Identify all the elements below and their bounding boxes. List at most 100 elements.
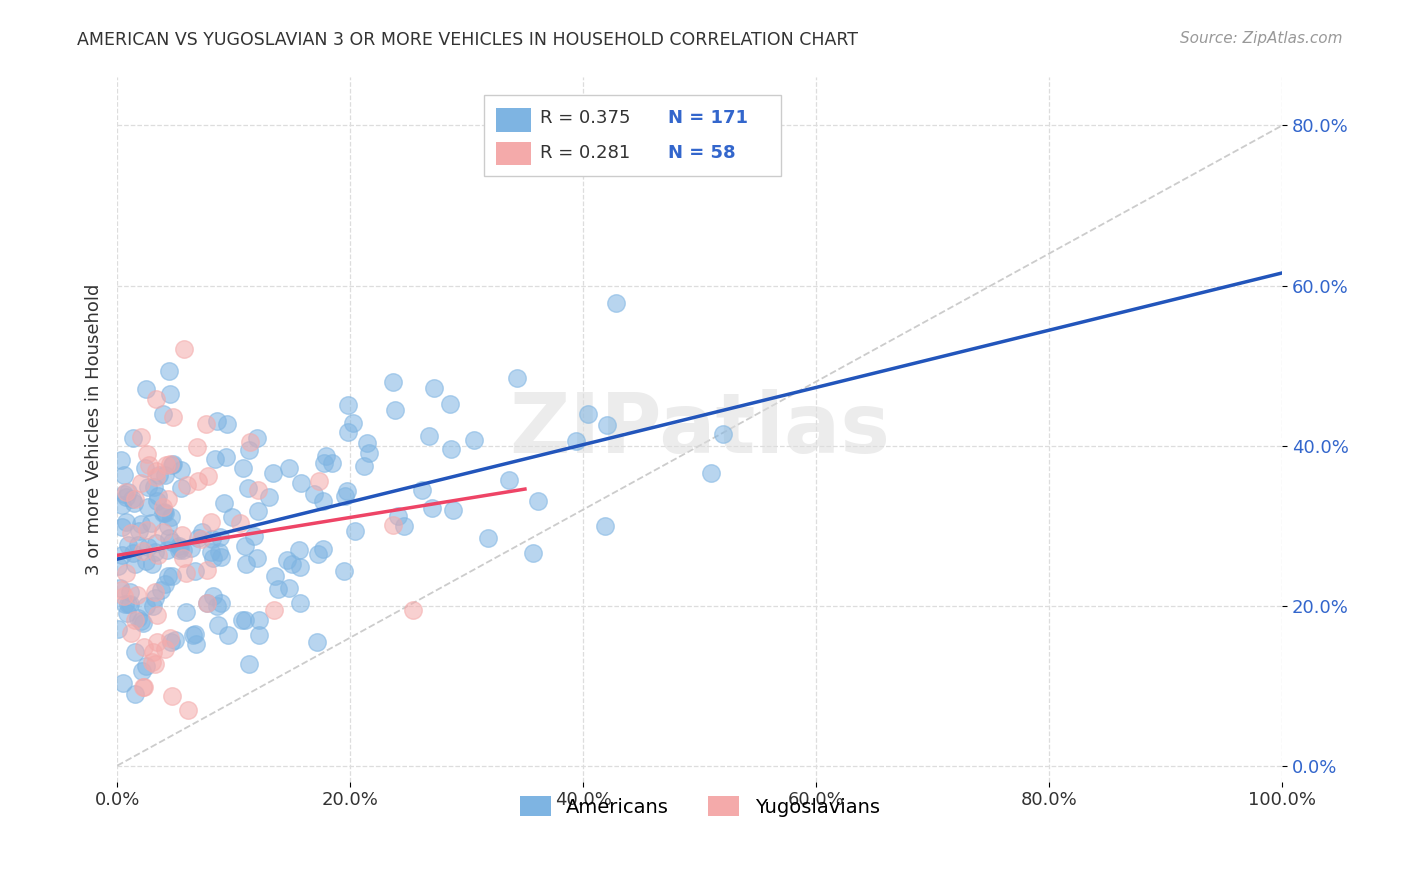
Point [146, 635, 169, 649]
Point [209, 549, 232, 564]
Point [215, 417, 238, 431]
Text: N = 171: N = 171 [668, 110, 748, 128]
Point [129, 475, 152, 490]
Point [382, 517, 405, 532]
Point [174, 605, 197, 619]
Point [142, 599, 165, 613]
Point [176, 477, 198, 491]
Point [159, 457, 181, 471]
Point [411, 483, 433, 497]
Point [134, 461, 156, 475]
Point [117, 485, 139, 500]
Point [131, 681, 153, 695]
Point [160, 534, 183, 549]
Point [238, 435, 260, 450]
Point [111, 676, 134, 690]
Point [281, 557, 304, 571]
Point [290, 475, 312, 490]
Point [132, 640, 155, 654]
Point [156, 518, 179, 533]
Point [209, 596, 232, 610]
Point [172, 543, 194, 558]
Point [146, 489, 169, 503]
Point [128, 524, 150, 538]
Point [195, 417, 218, 432]
Point [195, 596, 218, 610]
Point [184, 627, 207, 641]
Point [238, 657, 260, 671]
Point [120, 597, 142, 611]
Point [238, 443, 260, 458]
Point [122, 431, 145, 445]
Point [134, 680, 156, 694]
Point [312, 542, 335, 557]
Point [246, 550, 269, 565]
Point [110, 453, 132, 467]
Point [107, 622, 129, 636]
Point [152, 524, 174, 539]
Point [233, 539, 256, 553]
Point [162, 457, 184, 471]
Point [143, 657, 166, 672]
Point [246, 504, 269, 518]
Point [124, 496, 146, 510]
Point [278, 581, 301, 595]
Point [156, 569, 179, 583]
Point [153, 641, 176, 656]
Point [114, 515, 136, 529]
Point [246, 432, 269, 446]
Point [312, 456, 335, 470]
Point [114, 484, 136, 499]
Point [136, 480, 159, 494]
Point [312, 494, 335, 508]
Point [184, 564, 207, 578]
Point [402, 602, 425, 616]
Point [307, 547, 329, 561]
Point [145, 536, 167, 550]
Point [160, 458, 183, 472]
Point [143, 585, 166, 599]
Point [153, 577, 176, 591]
Point [135, 447, 157, 461]
Point [157, 364, 180, 378]
Point [142, 645, 165, 659]
Point [129, 614, 152, 628]
Point [308, 474, 330, 488]
Point [145, 470, 167, 484]
Point [247, 628, 270, 642]
Point [337, 425, 360, 439]
Point [288, 559, 311, 574]
Point [127, 588, 149, 602]
Point [578, 407, 600, 421]
Point [111, 520, 134, 534]
Point [181, 628, 204, 642]
Point [157, 492, 180, 507]
Text: R = 0.281: R = 0.281 [540, 144, 630, 161]
Point [336, 484, 359, 499]
Point [136, 540, 159, 554]
Point [337, 398, 360, 412]
Point [162, 410, 184, 425]
Point [321, 456, 343, 470]
Point [124, 557, 146, 571]
Point [315, 449, 337, 463]
Point [190, 532, 212, 546]
Point [138, 458, 160, 473]
Point [232, 461, 254, 475]
Point [422, 381, 444, 395]
Point [117, 598, 139, 612]
Point [131, 664, 153, 678]
Text: ZIPatlas: ZIPatlas [509, 389, 890, 470]
Text: N = 58: N = 58 [668, 144, 735, 161]
Point [605, 296, 627, 310]
Point [257, 490, 280, 504]
Point [201, 533, 224, 547]
Text: R = 0.375: R = 0.375 [540, 110, 631, 128]
Point [148, 468, 170, 483]
Point [159, 387, 181, 401]
Point [235, 557, 257, 571]
Point [111, 549, 134, 563]
Point [200, 545, 222, 559]
Point [121, 491, 143, 506]
Point [333, 489, 356, 503]
